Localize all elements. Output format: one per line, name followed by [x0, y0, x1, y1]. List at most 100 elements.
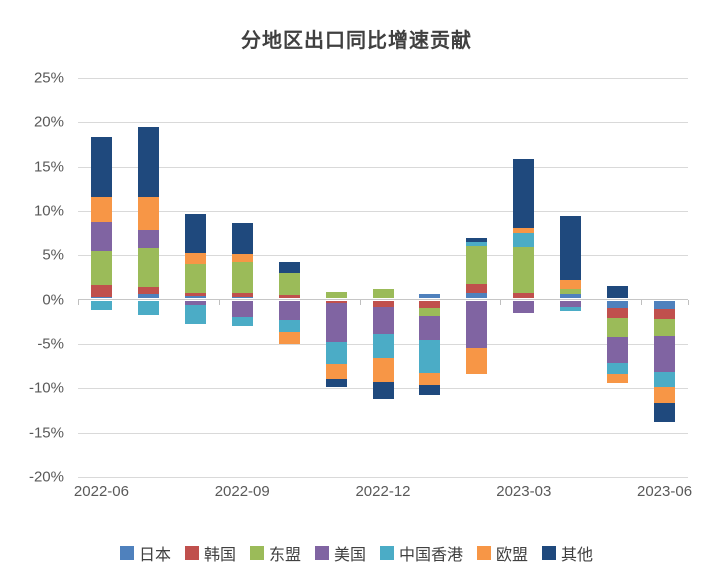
bar-segment-美国-2022-08	[184, 299, 206, 305]
bar-segment-韩国-2022-06	[90, 284, 112, 297]
bar-segment-东盟-2023-03	[513, 247, 535, 294]
bar-segment-韩国-2023-05	[607, 307, 629, 319]
legend-label: 东盟	[268, 547, 301, 564]
bar-segment-东盟-2022-10	[278, 273, 300, 296]
bar-segment-其他-2022-07	[137, 126, 159, 197]
bar-segment-其他-2023-02	[466, 237, 488, 243]
bar-segment-其他-2022-12	[372, 382, 394, 399]
bar-segment-其他-2022-09	[231, 223, 253, 254]
bar-segment-美国-2022-10	[278, 299, 300, 321]
gridline	[78, 122, 688, 124]
bar-segment-其他-2022-10	[278, 261, 300, 274]
x-axis-label: 2022-06	[73, 483, 129, 500]
bar-segment-美国-2023-04	[560, 299, 582, 307]
x-axis-tick	[218, 299, 220, 305]
legend-item-韩国: 韩国	[184, 541, 236, 565]
legend-item-美国: 美国	[314, 541, 366, 565]
bar-segment-其他-2022-06	[90, 136, 112, 197]
bar-segment-美国-2023-06	[654, 336, 676, 373]
legend-swatch-欧盟	[477, 546, 492, 560]
legend-swatch-其他	[542, 546, 557, 560]
bar-segment-东盟-2022-08	[184, 264, 206, 293]
bar-segment-中国香港-2023-01	[419, 339, 441, 374]
y-axis-label: -10%	[28, 379, 64, 397]
bar-segment-中国香港-2022-09	[231, 317, 253, 327]
bar-segment-东盟-2022-07	[137, 248, 159, 288]
x-axis-label: 2023-06	[637, 483, 693, 500]
y-axis-label: 20%	[33, 113, 64, 131]
legend: 日本 韩国 东盟 美国 中国香港 欧盟 其他	[0, 541, 713, 565]
bar-segment-中国香港-2022-12	[372, 334, 394, 359]
bar-segment-韩国-2022-09	[231, 293, 253, 297]
bar-segment-美国-2022-09	[231, 299, 253, 318]
bar-segment-中国香港-2022-06	[90, 299, 112, 311]
bar-segment-美国-2023-05	[607, 336, 629, 363]
bar-segment-欧盟-2023-03	[513, 227, 535, 234]
bar-segment-中国香港-2022-11	[325, 342, 347, 365]
bar-segment-韩国-2023-06	[654, 308, 676, 320]
x-axis-label: 2022-12	[355, 483, 411, 500]
bar-segment-欧盟-2023-01	[419, 373, 441, 385]
bar-segment-日本-2023-01	[419, 294, 441, 300]
bar-segment-东盟-2022-12	[372, 289, 394, 300]
bar-segment-中国香港-2023-06	[654, 372, 676, 387]
gridline	[78, 477, 688, 478]
bar-segment-欧盟-2023-05	[607, 374, 629, 383]
legend-swatch-东盟	[249, 546, 264, 560]
legend-swatch-日本	[119, 546, 134, 560]
y-axis-label: 10%	[33, 202, 64, 220]
bar-segment-欧盟-2023-02	[466, 347, 488, 375]
bar-segment-中国香港-2023-04	[560, 306, 582, 312]
bar-segment-韩国-2022-10	[278, 295, 300, 299]
y-axis-label: 5%	[42, 246, 64, 264]
bar-segment-东盟-2022-09	[231, 262, 253, 294]
bar-segment-其他-2023-04	[560, 216, 582, 281]
x-axis-tick	[641, 299, 643, 305]
bar-segment-韩国-2023-03	[513, 293, 535, 300]
bar-segment-欧盟-2022-08	[184, 252, 206, 265]
y-axis-label: -15%	[28, 424, 64, 442]
bar-segment-欧盟-2022-10	[278, 332, 300, 344]
bar-segment-日本-2023-05	[607, 299, 629, 308]
x-axis-tick	[688, 299, 689, 305]
bar-segment-东盟-2022-06	[90, 250, 112, 285]
bar-segment-欧盟-2022-09	[231, 253, 253, 263]
bar-segment-东盟-2023-02	[466, 246, 488, 284]
legend-label: 中国香港	[399, 547, 464, 564]
y-axis-label: 0%	[42, 291, 64, 309]
zero-axis-line	[78, 299, 688, 301]
gridline	[78, 432, 688, 434]
x-axis-tick	[78, 299, 79, 305]
bar-segment-中国香港-2023-02	[466, 242, 488, 247]
bar-segment-美国-2022-12	[372, 306, 394, 335]
bar-segment-其他-2023-03	[513, 158, 535, 228]
legend-item-日本: 日本	[119, 541, 171, 565]
chart-title: 分地区出口同比增速贡献	[241, 30, 472, 52]
bar-segment-其他-2023-06	[654, 403, 676, 423]
bar-segment-欧盟-2022-06	[90, 196, 112, 222]
bar-segment-日本-2023-06	[654, 299, 676, 309]
bar-segment-东盟-2023-01	[419, 307, 441, 316]
bar-segment-东盟-2023-05	[607, 318, 629, 337]
bar-segment-美国-2022-07	[137, 229, 159, 249]
bar-segment-韩国-2022-11	[325, 299, 347, 304]
bar-segment-韩国-2022-12	[372, 299, 394, 307]
legend-item-中国香港: 中国香港	[380, 541, 463, 565]
legend-item-东盟: 东盟	[249, 541, 301, 565]
y-axis-label: -5%	[37, 335, 64, 353]
bar-segment-中国香港-2022-08	[184, 304, 206, 324]
bar-segment-东盟-2022-11	[325, 291, 347, 300]
gridline	[78, 255, 688, 257]
gridline	[78, 211, 688, 212]
bar-segment-美国-2022-11	[325, 303, 347, 343]
bar-segment-东盟-2023-04	[560, 289, 582, 295]
bar-segment-其他-2023-05	[607, 286, 629, 300]
legend-swatch-中国香港	[380, 546, 394, 560]
bar-segment-欧盟-2022-07	[137, 196, 159, 230]
legend-label: 其他	[561, 547, 594, 564]
bar-segment-美国-2023-01	[419, 315, 441, 340]
legend-label: 欧盟	[496, 547, 529, 564]
bar-segment-其他-2022-11	[325, 378, 347, 387]
bar-segment-韩国-2023-02	[466, 283, 488, 294]
bar-segment-韩国-2022-08	[184, 292, 206, 297]
